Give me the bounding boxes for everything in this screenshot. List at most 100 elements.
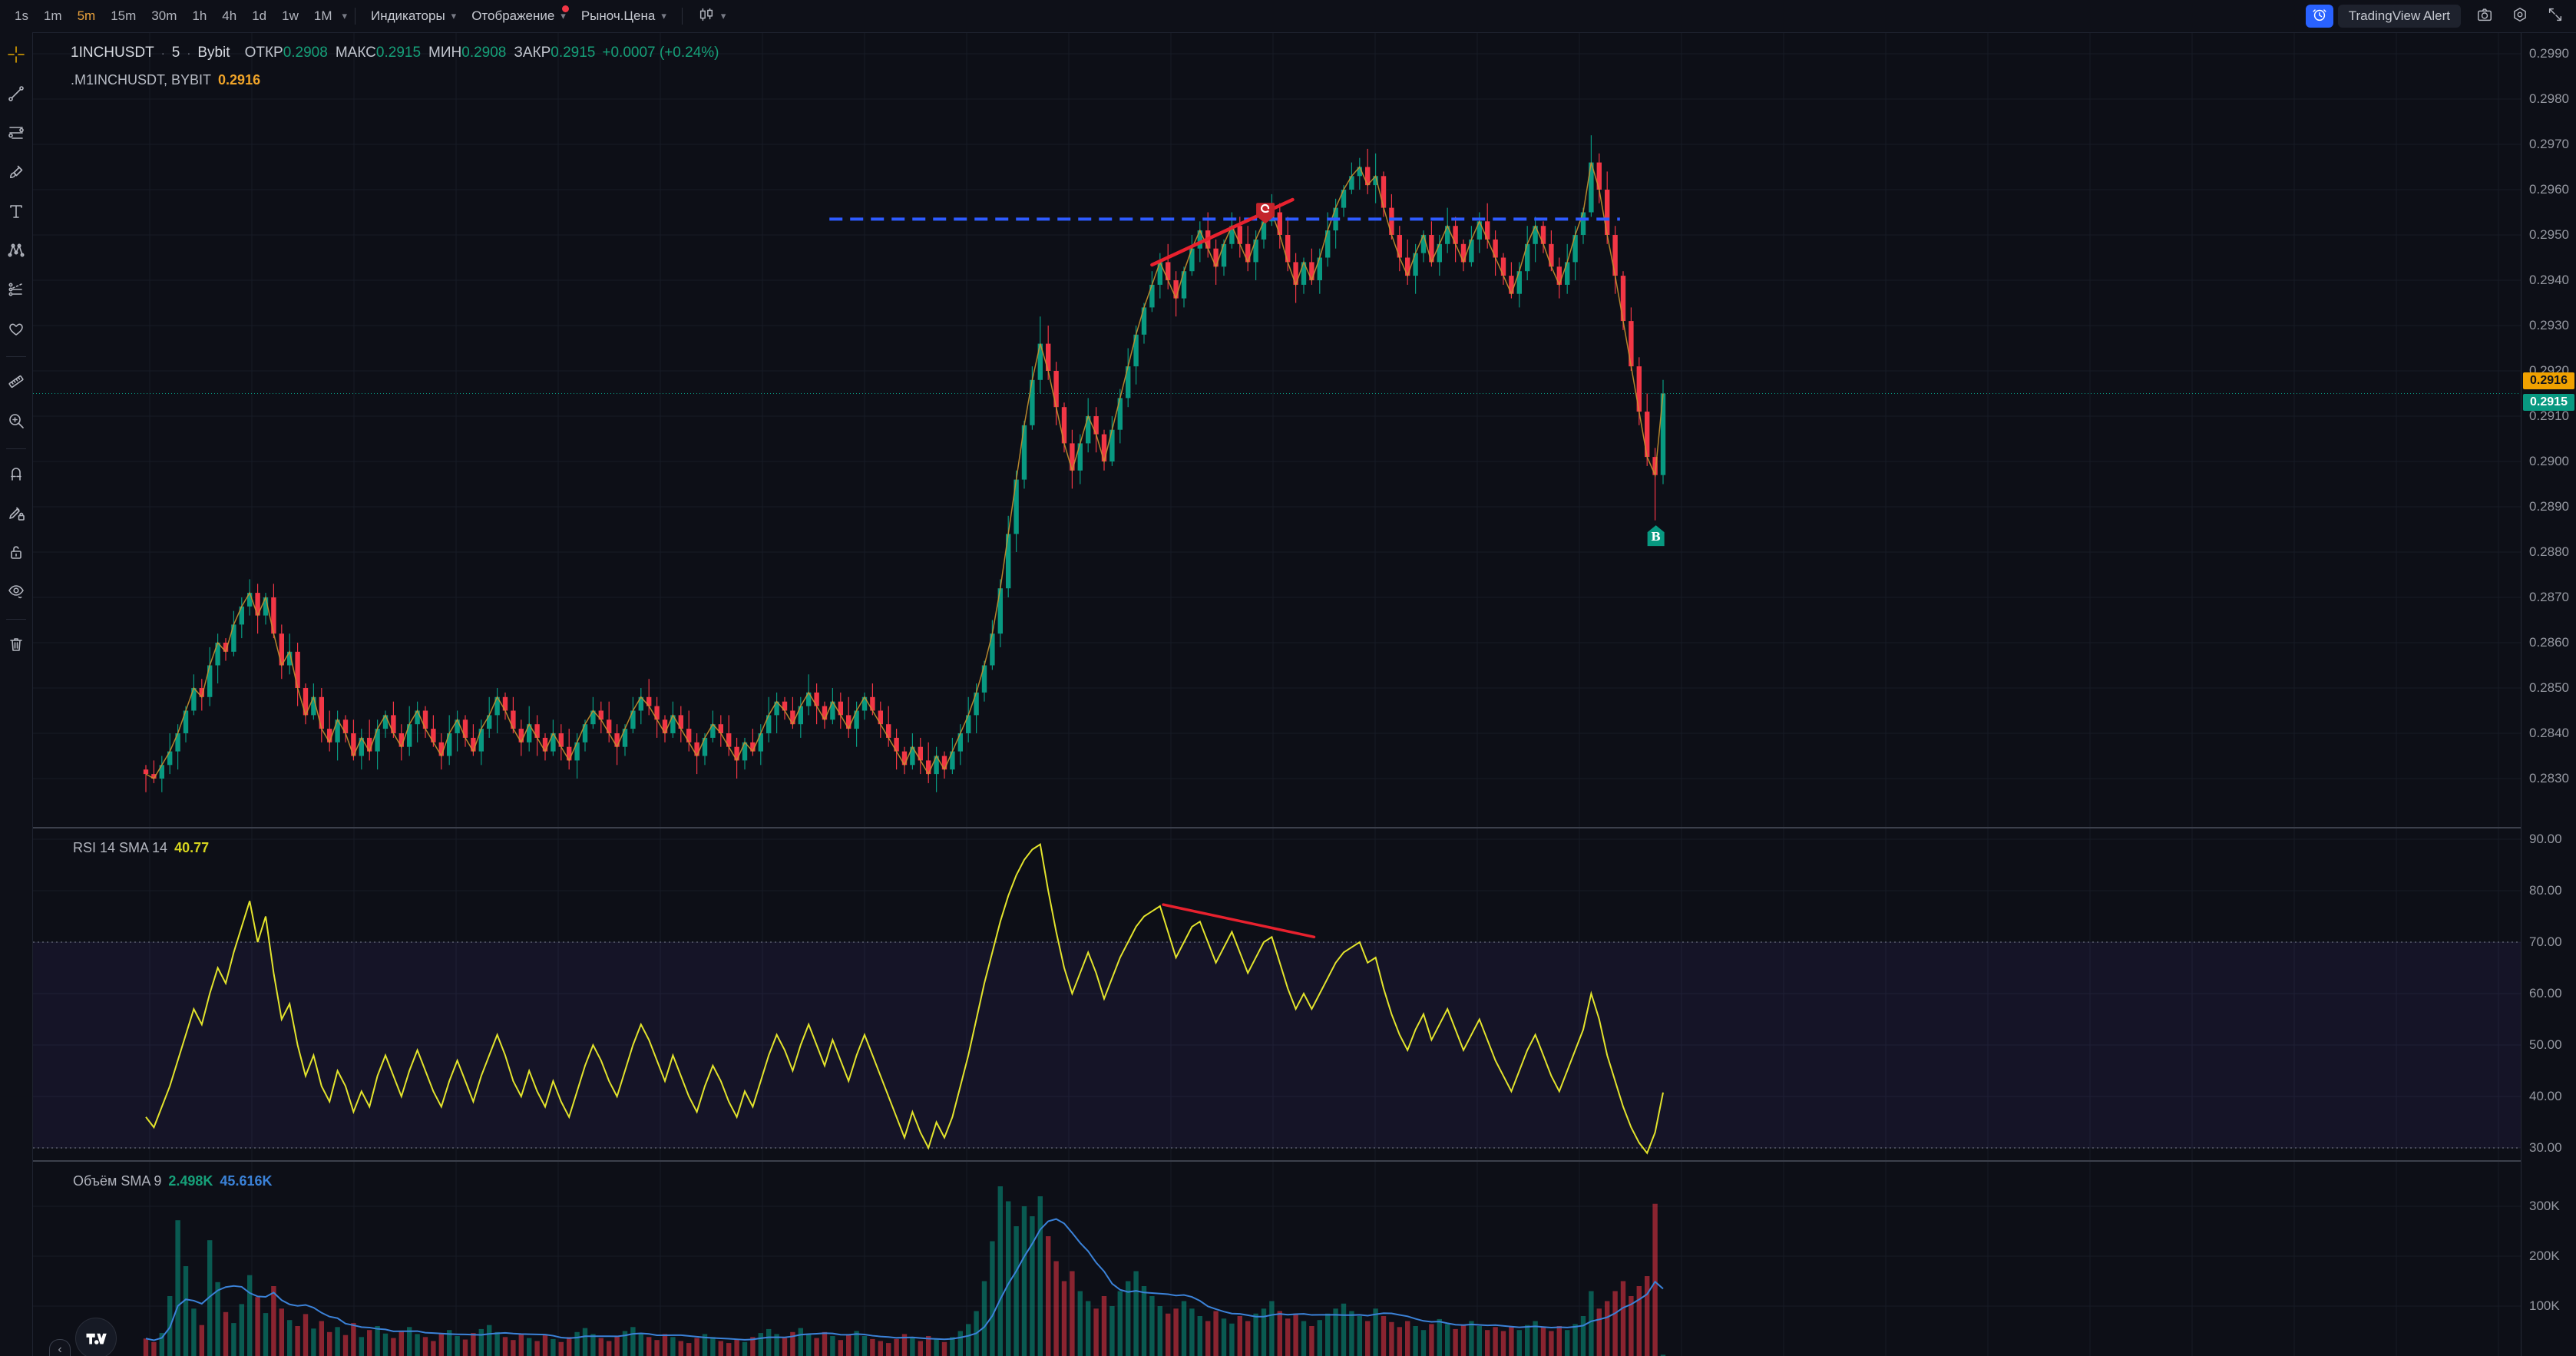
interval-button-4h[interactable]: 4h bbox=[215, 5, 243, 27]
drawing-edit-lock[interactable] bbox=[3, 501, 29, 528]
price-badge-0.2916: 0.2916 bbox=[2523, 372, 2574, 389]
camera-icon bbox=[2476, 6, 2493, 27]
forecast-icon bbox=[7, 280, 25, 303]
symbol-interval[interactable]: 5 bbox=[171, 45, 180, 61]
price-axis-label: 0.2860 bbox=[2529, 635, 2569, 650]
camera-button[interactable] bbox=[2473, 5, 2496, 28]
topbar-right: TradingView Alert bbox=[2305, 5, 2576, 28]
text-tool[interactable] bbox=[3, 200, 29, 226]
interval-button-30m[interactable]: 30m bbox=[144, 5, 184, 27]
volume-label[interactable]: Объём SMA 9 bbox=[73, 1173, 162, 1189]
pane-separator[interactable] bbox=[0, 1160, 2521, 1162]
interval-button-1d[interactable]: 1d bbox=[245, 5, 273, 27]
interval-button-1h[interactable]: 1h bbox=[185, 5, 213, 27]
eye-icon bbox=[7, 582, 25, 604]
alarm-clock-icon bbox=[2311, 6, 2328, 27]
top-toolbar: 1s 1m 5m 15m 30m 1h 4h 1d 1w 1M ▾ Индикаторы ▾ Отобр… bbox=[0, 0, 2576, 33]
interval-button-1M[interactable]: 1M bbox=[307, 5, 339, 27]
hide-all-drawings[interactable] bbox=[3, 580, 29, 606]
ruler-icon bbox=[7, 372, 25, 395]
rsi-axis-label: 90.00 bbox=[2529, 832, 2562, 846]
lock-all-drawings[interactable] bbox=[3, 541, 29, 567]
price-axis[interactable]: 0.2990 0.2980 0.2970 0.2960 0.2950 0.2940 0.29… bbox=[2521, 32, 2576, 1356]
fib-retracement-tool[interactable] bbox=[3, 121, 29, 147]
interval-buttons: 1s 1m 5m 15m 30m 1h 4h 1d 1w 1M ▾ bbox=[0, 5, 347, 27]
price-axis-label: 0.2930 bbox=[2529, 318, 2569, 332]
toolbar-divider bbox=[6, 448, 26, 449]
toolbar-menus: Индикаторы ▾ Отображение ▾ Рыноч.Цена ▾ bbox=[363, 5, 674, 27]
symbol-name[interactable]: 1INCHUSDT bbox=[71, 45, 154, 61]
tradingview-alert-button[interactable]: TradingView Alert bbox=[2337, 5, 2461, 28]
collapse-toolbar-handle[interactable]: ‹ bbox=[49, 1339, 71, 1356]
trend-line-icon bbox=[7, 84, 25, 107]
interval-button-15m[interactable]: 15m bbox=[104, 5, 143, 27]
crosshair-icon bbox=[7, 45, 25, 68]
favorites-tool[interactable] bbox=[3, 317, 29, 343]
interval-button-1w[interactable]: 1w bbox=[275, 5, 306, 27]
menu-display[interactable]: Отображение ▾ bbox=[464, 5, 574, 27]
rsi-axis-label: 50.00 bbox=[2529, 1037, 2562, 1052]
pane-separator[interactable] bbox=[0, 827, 2521, 828]
toolbar-divider bbox=[681, 8, 683, 25]
magnet-icon bbox=[7, 465, 25, 487]
drawing-toolbar bbox=[0, 32, 33, 1356]
overlay-symbol-legend[interactable]: .M1INCHUSDT, BYBIT 0.2916 bbox=[71, 72, 260, 88]
symbol-exchange[interactable]: Bybit bbox=[197, 45, 230, 61]
menu-market-price[interactable]: Рыноч.Цена ▾ bbox=[580, 8, 666, 23]
price-axis-label: 0.2970 bbox=[2529, 137, 2569, 151]
settings-gear-icon bbox=[2512, 6, 2528, 27]
overlay-symbol-name[interactable]: .M1INCHUSDT, BYBIT bbox=[71, 72, 212, 88]
magnet-mode[interactable] bbox=[3, 462, 29, 488]
rsi-label[interactable]: RSI 14 SMA 14 bbox=[73, 840, 168, 855]
pattern-tool[interactable] bbox=[3, 239, 29, 265]
price-axis-label: 0.2910 bbox=[2529, 408, 2569, 423]
ohlc-item: МИН0.2908 bbox=[428, 45, 507, 61]
rsi-axis-label: 80.00 bbox=[2529, 883, 2562, 898]
price-axis-label: 0.2960 bbox=[2529, 182, 2569, 197]
volume-axis-label: 300K bbox=[2529, 1199, 2560, 1213]
remove-drawings[interactable] bbox=[3, 633, 29, 659]
symbol-legend[interactable]: 1INCHUSDT · 5 · Bybit ОТКР0.2908 МАКС0.29… bbox=[71, 45, 719, 61]
price-axis-label: 0.2890 bbox=[2529, 499, 2569, 514]
trend-line-tool[interactable] bbox=[3, 82, 29, 108]
menu-indicators[interactable]: Индикаторы ▾ bbox=[371, 8, 457, 23]
price-badge-0.2915: 0.2915 bbox=[2523, 393, 2574, 411]
chevron-down-icon: ▾ bbox=[561, 10, 566, 21]
rsi-axis-label: 30.00 bbox=[2529, 1140, 2562, 1155]
brush-tool[interactable] bbox=[3, 160, 29, 187]
chevron-down-icon: ▾ bbox=[451, 10, 457, 21]
ohlc-item: МАКС0.2915 bbox=[335, 45, 422, 61]
zoom-in-icon bbox=[7, 412, 25, 434]
price-axis-label: 0.2880 bbox=[2529, 544, 2569, 559]
volume-sma-value: 45.616K bbox=[220, 1173, 273, 1189]
alarm-clock-button[interactable] bbox=[2305, 5, 2333, 28]
rsi-value: 40.77 bbox=[174, 840, 210, 855]
toolbar-divider bbox=[6, 619, 26, 620]
interval-dropdown-icon[interactable]: ▾ bbox=[342, 10, 348, 21]
tradingview-logo[interactable] bbox=[75, 1318, 117, 1356]
heart-icon bbox=[7, 319, 25, 342]
crosshair-tool[interactable] bbox=[3, 43, 29, 69]
interval-button-1m[interactable]: 1m bbox=[37, 5, 69, 27]
chart-type-button[interactable]: ▾ bbox=[690, 3, 734, 30]
brush-icon bbox=[7, 163, 25, 185]
settings-button[interactable] bbox=[2508, 5, 2531, 28]
notification-dot bbox=[561, 5, 569, 12]
rsi-axis-label: 40.00 bbox=[2529, 1089, 2562, 1103]
interval-button-5m[interactable]: 5m bbox=[71, 5, 103, 27]
measure-tool[interactable] bbox=[3, 370, 29, 396]
chevron-down-icon: ▾ bbox=[720, 10, 726, 21]
rsi-legend[interactable]: RSI 14 SMA 14 40.77 bbox=[73, 840, 209, 856]
ohlc-item: ЗАКР0.2915 bbox=[514, 45, 596, 61]
volume-legend[interactable]: Объём SMA 9 2.498K 45.616K bbox=[73, 1173, 272, 1189]
fullscreen-button[interactable] bbox=[2544, 5, 2567, 28]
forecast-tool[interactable] bbox=[3, 278, 29, 304]
candles-icon bbox=[698, 6, 715, 27]
xabcd-pattern-icon bbox=[7, 241, 25, 263]
interval-button-1s[interactable]: 1s bbox=[8, 5, 35, 27]
zoom-in-tool[interactable] bbox=[3, 409, 29, 435]
text-icon bbox=[7, 202, 25, 224]
svg-text:B: B bbox=[1651, 530, 1661, 544]
